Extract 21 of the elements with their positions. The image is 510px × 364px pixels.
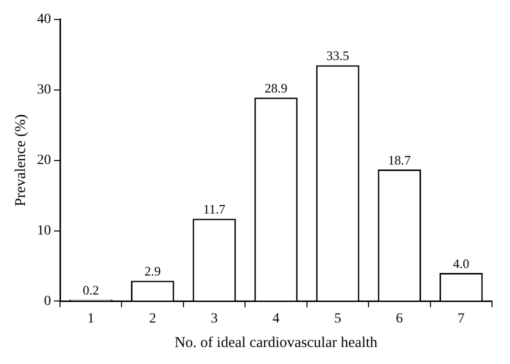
x-tick-label: 4 — [272, 311, 280, 326]
y-tick-label: 10 — [37, 223, 51, 238]
x-axis-title: No. of ideal cardiovascular health — [174, 334, 378, 351]
x-tick-label: 3 — [210, 311, 218, 326]
x-tick-label: 7 — [458, 311, 465, 326]
data-label: 4.0 — [453, 256, 470, 271]
y-tick-label: 30 — [37, 82, 51, 98]
y-tick-label: 40 — [37, 12, 51, 28]
y-tick-label: 20 — [37, 152, 51, 168]
y-tick-label: 0 — [44, 294, 51, 309]
y-axis-title: Prevalence (%) — [12, 114, 29, 206]
data-label: 11.7 — [203, 202, 226, 217]
data-label: 18.7 — [388, 152, 412, 168]
x-tick-label: 6 — [396, 311, 403, 326]
x-tick-label: 2 — [149, 311, 156, 326]
data-label: 2.9 — [144, 264, 161, 279]
data-label: 0.2 — [82, 282, 99, 298]
x-tick-label: 1 — [87, 311, 94, 326]
data-label: 33.5 — [326, 48, 350, 64]
x-tick-label: 5 — [334, 311, 342, 326]
data-label: 28.9 — [264, 80, 288, 96]
